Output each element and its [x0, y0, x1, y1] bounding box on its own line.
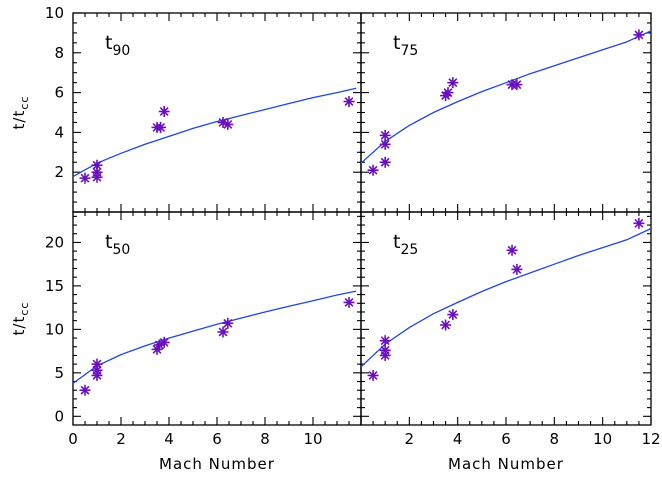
y-axis-title: t/tcc [10, 96, 31, 130]
panel-4: 2 4 6 8 10 12 Mach Number t25 [360, 211, 661, 473]
x-tick-label: 12 [641, 430, 660, 448]
fit-curve [72, 290, 357, 384]
data-point [379, 156, 391, 168]
x-tick-label: 2 [116, 430, 126, 448]
data-point-stroke [344, 97, 354, 107]
data-point-stroke [448, 78, 458, 88]
y-tick-label: 5 [54, 364, 64, 382]
fit-curve [360, 30, 652, 164]
data-point-stroke [448, 310, 458, 320]
data-point [442, 87, 454, 99]
data-point-stroke [512, 264, 522, 274]
data-point [79, 172, 91, 184]
panel-label: t75 [393, 32, 418, 59]
data-point-stroke [368, 165, 378, 175]
data-point-stroke [441, 320, 451, 330]
data-point-stroke [380, 139, 390, 149]
data-point [91, 166, 103, 178]
data-point-stroke [380, 345, 390, 355]
x-tick-label: 6 [501, 430, 511, 448]
x-tick-label: 10 [303, 430, 322, 448]
data-point [440, 319, 452, 331]
panel-2: t75 [360, 12, 652, 213]
x-tick-label: 8 [260, 430, 270, 448]
data-point [91, 358, 103, 370]
data-point-stroke [80, 173, 90, 183]
data-point-stroke [634, 218, 644, 228]
data-point-stroke [443, 88, 453, 98]
y-axis-title: t/tcc [10, 302, 31, 336]
data-point-stroke [368, 370, 378, 380]
data-point-stroke [218, 327, 228, 337]
data-point-stroke [634, 30, 644, 40]
data-point [511, 79, 523, 91]
panel-label: t50 [105, 231, 130, 258]
data-point-stroke [92, 160, 102, 170]
data-point-stroke [218, 117, 228, 127]
data-point [379, 129, 391, 141]
data-point [633, 217, 645, 229]
data-point [343, 96, 355, 108]
y-tick-label: 8 [54, 44, 64, 62]
panel-label: t25 [393, 231, 418, 258]
data-point [155, 121, 167, 133]
data-point [217, 326, 229, 338]
data-point-stroke [344, 297, 354, 307]
panel-1: 2 4 6 8 10 t/tcc t90 [10, 4, 362, 213]
data-point [379, 138, 391, 150]
data-point [343, 296, 355, 308]
y-tick-label: 4 [54, 123, 64, 141]
data-point [222, 118, 234, 130]
y-tick-label: 0 [54, 407, 64, 425]
data-point-stroke [156, 122, 166, 132]
data-point-stroke [380, 157, 390, 167]
panel-3: 0 2 4 6 8 10 0 5 10 15 20 t/tcc Mach Number t50 [10, 211, 362, 473]
x-tick-label: 2 [405, 430, 415, 448]
x-tick-label: 6 [212, 430, 222, 448]
data-point [222, 317, 234, 329]
x-tick-label: 8 [550, 430, 560, 448]
data-point-stroke [80, 385, 90, 395]
data-point-stroke [92, 167, 102, 177]
fit-curve [72, 87, 357, 178]
y-tick-label: 20 [45, 233, 64, 251]
data-point [511, 263, 523, 275]
data-point [633, 29, 645, 41]
panel-label: t90 [105, 32, 130, 59]
fit-curve [360, 227, 652, 368]
data-point-stroke [512, 80, 522, 90]
y-tick-label: 6 [54, 84, 64, 102]
x-tick-label: 4 [164, 430, 174, 448]
x-axis-title: Mach Number [159, 455, 275, 473]
data-point-stroke [159, 337, 169, 347]
x-tick-label: 0 [68, 430, 78, 448]
data-point [367, 369, 379, 381]
data-point-stroke [380, 130, 390, 140]
data-point [379, 344, 391, 356]
data-point [367, 164, 379, 176]
data-point [506, 244, 518, 256]
y-tick-label: 10 [45, 4, 64, 22]
y-tick-label: 2 [54, 163, 64, 181]
x-axis-title: Mach Number [448, 455, 564, 473]
y-tick-label: 15 [45, 277, 64, 295]
data-point-stroke [507, 245, 517, 255]
data-point [447, 77, 459, 89]
data-point-stroke [380, 336, 390, 346]
data-point-stroke [92, 359, 102, 369]
data-point-stroke [223, 119, 233, 129]
x-tick-label: 4 [453, 430, 463, 448]
y-tick-label: 10 [45, 320, 64, 338]
x-tick-label: 10 [593, 430, 612, 448]
data-point [79, 384, 91, 396]
data-point [447, 309, 459, 321]
data-point [158, 336, 170, 348]
data-point [158, 106, 170, 118]
data-point [91, 159, 103, 171]
data-point-stroke [159, 107, 169, 116]
data-point [379, 335, 391, 347]
data-point-stroke [223, 318, 233, 328]
